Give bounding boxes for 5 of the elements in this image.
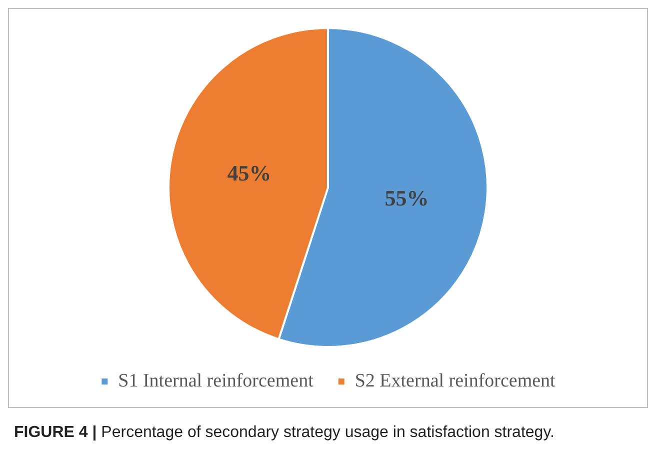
caption: FIGURE 4 | Percentage of secondary strategy usage in satisfaction strategy. xyxy=(14,424,554,441)
data-label: 45% xyxy=(227,160,272,186)
data-label: 55% xyxy=(384,186,429,211)
legend-label: S1 Internal reinforcement xyxy=(118,370,314,392)
legend-label: S2 External reinforcement xyxy=(354,370,556,392)
